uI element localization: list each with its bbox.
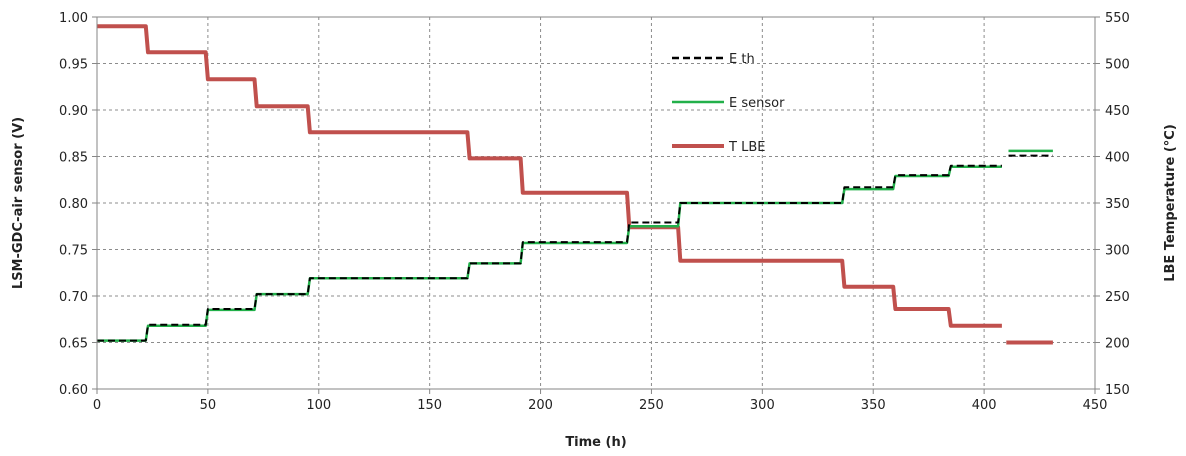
y-left-tick-label: 0.60 [59,383,88,398]
series-line-e-th [97,164,1002,342]
y-right-tick-label: 500 [1105,58,1130,73]
y-axis-left-title: LSM-GDC-air sensor (V) [11,117,26,289]
grid [97,17,1095,389]
y-left-tick-label: 0.75 [59,244,88,259]
y-left-tick-label: 0.95 [59,58,88,73]
y-right-tick-label: 250 [1105,290,1130,305]
x-tick-label: 450 [1083,398,1108,413]
x-tick-label: 350 [861,398,886,413]
y-right-tick-label: 300 [1105,244,1130,259]
legend-label: E sensor [729,96,785,111]
x-axis-title: Time (h) [565,435,626,450]
y-right-tick-label: 400 [1105,151,1130,166]
x-tick-label: 200 [528,398,553,413]
legend: E th E sensor T LBE [672,52,785,155]
y-right-tick-label: 150 [1105,383,1130,398]
y-axis-right-title: LBE Temperature (°C) [1163,124,1178,282]
y-left-tick-label: 0.85 [59,151,88,166]
x-tick-label: 100 [306,398,331,413]
y-right-tick-label: 550 [1105,11,1130,26]
legend-label: E th [729,52,755,67]
y-right-tick-label: 350 [1105,197,1130,212]
x-tick-label: 0 [93,398,101,413]
y-right-tick-label: 200 [1105,337,1130,352]
y-left-tick-label: 0.80 [59,197,88,212]
y-left-tick-label: 0.65 [59,337,88,352]
x-tick-label: 400 [972,398,997,413]
y-left-tick-label: 1.00 [59,11,88,26]
y-right-tick-label: 450 [1105,104,1130,119]
x-tick-label: 250 [639,398,664,413]
tick-labels: 0 50 100 150 200 250 300 350 400 450 0.60 0.65 0.70 0… [59,11,1130,413]
series-line-t-lbe [97,24,1002,328]
y-left-tick-label: 0.90 [59,104,88,119]
x-tick-label: 150 [417,398,442,413]
x-tick-label: 50 [200,398,217,413]
x-tick-label: 300 [750,398,775,413]
series-layer [97,24,1053,345]
legend-label: T LBE [728,140,765,155]
y-left-tick-label: 0.70 [59,290,88,305]
